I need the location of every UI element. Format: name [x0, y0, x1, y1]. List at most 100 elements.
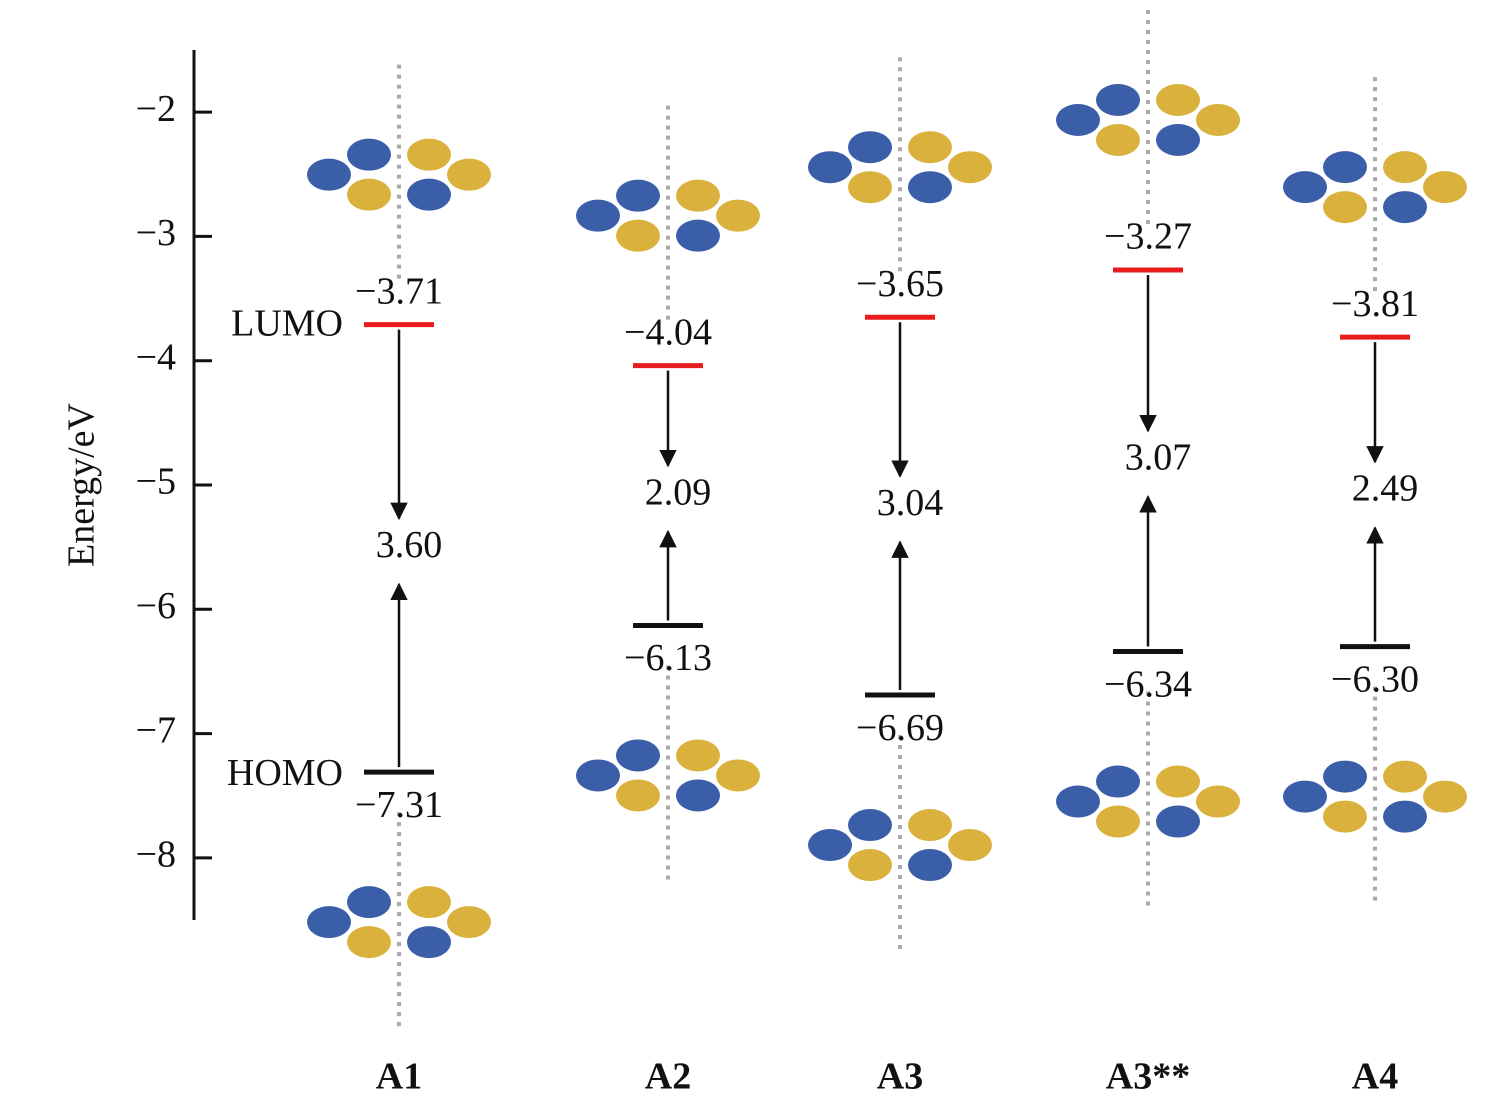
orbital-lobe: [1096, 83, 1140, 116]
orbital-lobe: [1156, 123, 1200, 156]
orbital-lobe: [576, 759, 620, 792]
orbital-lobe: [1383, 191, 1427, 224]
orbital-lobe: [1096, 805, 1140, 838]
orbital-lobe: [1156, 83, 1200, 116]
orbital-lobe: [1096, 765, 1140, 798]
gap-label: 3.04: [877, 482, 944, 524]
orbital-lobe: [1383, 800, 1427, 833]
gap-label: 3.60: [376, 524, 443, 566]
orbital-lobe: [1423, 171, 1467, 204]
orbital-lobe: [948, 151, 992, 184]
lumo-value-label: −3.71: [355, 270, 443, 312]
orbital-lobe: [1156, 765, 1200, 798]
orbital-image: [1056, 9, 1240, 230]
lumo-legend: LUMO: [231, 302, 343, 344]
category-label: A3**: [1106, 1056, 1190, 1098]
gap-label: 3.07: [1125, 436, 1192, 478]
lumo-value-label: −3.27: [1104, 216, 1192, 258]
y-tick-label: −5: [136, 461, 176, 503]
homo-value-label: −6.34: [1104, 663, 1192, 705]
category-label: A1: [376, 1056, 422, 1098]
orbital-lobe: [347, 178, 391, 211]
orbital-lobe: [1323, 760, 1367, 793]
orbital-image: [576, 105, 760, 326]
orbital-lobe: [1323, 151, 1367, 184]
orbital-lobe: [676, 779, 720, 812]
orbital-lobe: [676, 739, 720, 772]
y-tick-label: −6: [136, 585, 176, 627]
y-tick-label: −4: [136, 336, 176, 378]
orbital-lobe: [307, 158, 351, 191]
orbital-lobe: [407, 178, 451, 211]
orbital-lobe: [347, 926, 391, 959]
homo-value-label: −6.13: [624, 637, 712, 679]
orbital-lobe: [908, 849, 952, 882]
y-tick-label: −3: [136, 212, 176, 254]
orbital-lobe: [1096, 123, 1140, 156]
orbital-lobe: [616, 779, 660, 812]
orbital-lobe: [1323, 800, 1367, 833]
orbital-lobe: [576, 199, 620, 232]
orbital-image: [307, 64, 491, 285]
orbital-lobe: [1056, 103, 1100, 136]
orbital-lobe: [1156, 805, 1200, 838]
orbital-image: [1283, 77, 1467, 298]
orbital-lobe: [848, 171, 892, 204]
orbital-lobe: [1196, 103, 1240, 136]
orbital-lobe: [676, 219, 720, 252]
orbital-lobe: [407, 886, 451, 919]
y-tick-label: −7: [136, 709, 176, 751]
lumo-value-label: −3.81: [1331, 283, 1419, 325]
orbital-lobe: [676, 179, 720, 212]
orbital-lobe: [407, 926, 451, 959]
homo-legend: HOMO: [227, 752, 343, 794]
gap-label: 2.49: [1352, 468, 1419, 510]
orbital-lobe: [616, 739, 660, 772]
orbital-lobe: [1383, 151, 1427, 184]
category-label: A4: [1352, 1056, 1398, 1098]
orbital-lobe: [447, 906, 491, 939]
category-label: A2: [645, 1056, 691, 1098]
orbital-lobe: [1283, 780, 1327, 813]
orbital-lobe: [347, 886, 391, 919]
orbital-lobe: [1323, 191, 1367, 224]
orbital-lobe: [848, 849, 892, 882]
orbital-image: [808, 57, 992, 278]
orbital-image: [1283, 686, 1467, 907]
orbital-lobe: [1056, 785, 1100, 818]
homo-value-label: −6.30: [1331, 658, 1419, 700]
y-axis-label: Energy/eV: [61, 402, 103, 566]
homo-value-label: −7.31: [355, 784, 443, 826]
orbital-lobe: [808, 829, 852, 862]
category-label: A3: [877, 1056, 923, 1098]
orbital-image: [808, 735, 992, 956]
orbital-lobe: [908, 171, 952, 204]
orbital-lobe: [1423, 780, 1467, 813]
y-tick-label: −2: [136, 88, 176, 130]
homo-value-label: −6.69: [856, 707, 944, 749]
orbital-lobe: [616, 219, 660, 252]
orbital-lobe: [1283, 171, 1327, 204]
orbital-lobe: [716, 759, 760, 792]
orbital-lobe: [948, 829, 992, 862]
orbital-lobe: [908, 809, 952, 842]
orbital-lobe: [307, 906, 351, 939]
lumo-value-label: −4.04: [624, 311, 712, 353]
gap-label: 2.09: [645, 471, 712, 513]
orbital-image: [576, 665, 760, 886]
orbital-image: [1056, 691, 1240, 912]
y-tick-label: −8: [136, 834, 176, 876]
orbital-lobe: [1383, 760, 1427, 793]
orbital-lobe: [1196, 785, 1240, 818]
orbital-lobe: [716, 199, 760, 232]
orbital-lobe: [848, 809, 892, 842]
orbital-lobe: [908, 131, 952, 164]
orbital-lobe: [447, 158, 491, 191]
lumo-value-label: −3.65: [856, 263, 944, 305]
orbital-lobe: [407, 138, 451, 171]
orbital-image: [307, 812, 491, 1033]
orbital-lobe: [347, 138, 391, 171]
orbital-lobe: [616, 179, 660, 212]
